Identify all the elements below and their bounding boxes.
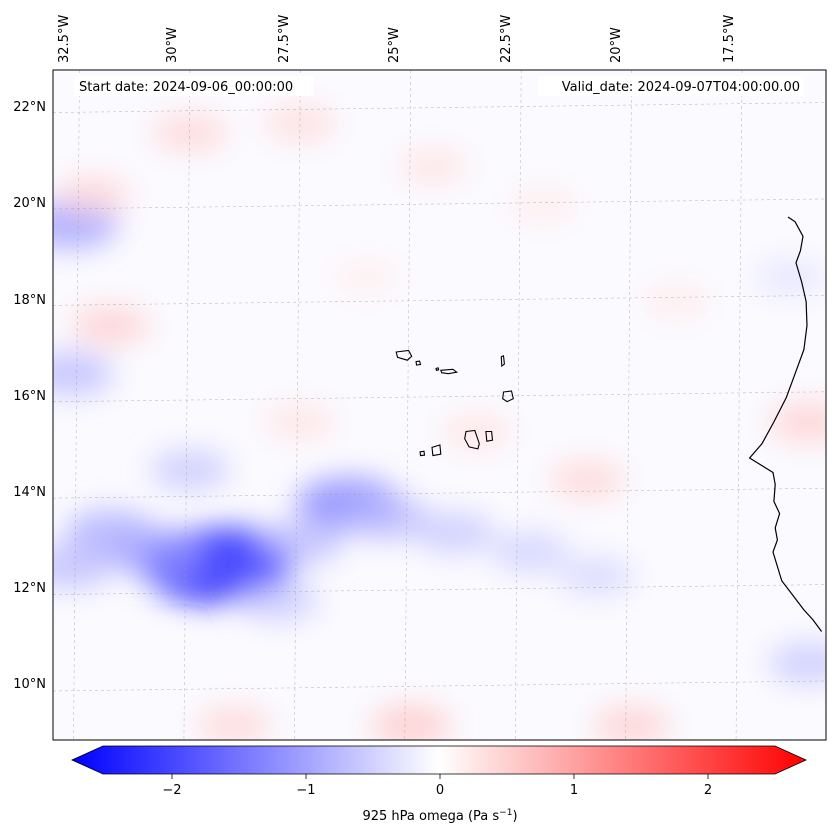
field-blob xyxy=(264,104,337,143)
island-outline xyxy=(502,390,514,403)
island-outline xyxy=(415,360,422,366)
field-blob xyxy=(414,511,495,554)
field-blob xyxy=(442,413,513,450)
island-outline xyxy=(435,367,440,371)
colorbar-gradient xyxy=(71,745,807,775)
field-blob xyxy=(152,113,228,153)
lon-tick-label: 27.5°W xyxy=(277,15,292,63)
meridian-line xyxy=(735,70,743,740)
african-coastline xyxy=(748,216,823,632)
meridian-line xyxy=(625,70,632,740)
parallel-line xyxy=(53,487,826,499)
colorbar-title-end: ) xyxy=(512,809,517,824)
lat-tick-label: 12°N xyxy=(13,581,46,596)
field-blob xyxy=(768,642,826,684)
map-plot-area xyxy=(53,70,826,740)
colorbar-ticks: −2 −1 0 1 2 xyxy=(162,774,712,798)
map-frame xyxy=(52,69,827,741)
field-blob xyxy=(592,705,671,740)
field-blob xyxy=(642,283,710,320)
field-blob xyxy=(549,460,625,500)
field-blob xyxy=(53,351,114,396)
field-blob xyxy=(265,403,336,441)
field-blob xyxy=(769,401,826,443)
valid-date-label: Valid_date: 2024-09-07T04:00:00.00 xyxy=(562,80,800,95)
field-blob xyxy=(238,579,319,622)
parallel-line xyxy=(53,295,826,306)
lon-tick-label: 25°W xyxy=(387,27,402,63)
island-outline xyxy=(419,450,426,457)
meridian-line xyxy=(183,70,191,740)
field-blob xyxy=(65,509,156,556)
field-blob xyxy=(491,531,569,573)
lat-tick-label: 20°N xyxy=(13,196,46,211)
latitude-labels: 22°N 20°N 18°N 16°N 14°N 12°N 10°N xyxy=(13,100,46,692)
field-blob xyxy=(333,259,400,295)
colorbar-tick-label: −2 xyxy=(162,783,181,798)
field-blob xyxy=(558,556,634,596)
omega-field xyxy=(53,104,826,740)
parallel-line xyxy=(53,102,826,113)
lon-tick-label: 17.5°W xyxy=(722,15,737,63)
island-outline xyxy=(485,430,494,442)
field-blob xyxy=(346,496,432,541)
island-outline xyxy=(464,429,480,450)
parallel-line xyxy=(53,198,826,210)
gridlines xyxy=(53,70,826,740)
longitude-labels: 32.5°W 30°W 27.5°W 25°W 22.5°W 20°W 17.5… xyxy=(57,15,737,63)
meridian-line xyxy=(294,70,301,740)
colorbar-tick-label: −1 xyxy=(296,783,315,798)
field-blob xyxy=(55,175,131,215)
start-date-label: Start date: 2024-09-06_00:00:00 xyxy=(79,80,293,95)
lat-tick-label: 22°N xyxy=(13,100,46,115)
parallel-line xyxy=(53,584,826,595)
lon-tick-label: 20°W xyxy=(609,27,624,63)
lat-tick-label: 16°N xyxy=(13,389,46,404)
field-blob xyxy=(370,704,451,740)
meridian-line xyxy=(514,70,522,740)
start-date-box xyxy=(74,76,314,96)
lon-tick-label: 30°W xyxy=(165,27,180,63)
colorbar: −2 −1 0 1 2 925 hPa omega (Pa s−1) xyxy=(71,745,807,824)
colorbar-title: 925 hPa omega (Pa s−1) xyxy=(362,808,517,824)
valid-date-box xyxy=(538,76,804,96)
island-outline xyxy=(440,368,459,375)
parallel-line xyxy=(53,680,826,692)
parallel-line xyxy=(53,391,826,403)
cape-verde-islands xyxy=(395,349,514,457)
island-outline xyxy=(500,354,505,368)
field-blob xyxy=(149,449,230,491)
colorbar-tick-label: 0 xyxy=(436,783,444,798)
field-blob xyxy=(196,705,272,740)
colorbar-title-main: 925 hPa omega (Pa s xyxy=(362,809,499,824)
field-blob xyxy=(53,544,114,589)
field-blob xyxy=(755,258,826,296)
lon-tick-label: 32.5°W xyxy=(57,15,72,63)
island-outline xyxy=(431,444,442,457)
island-outline xyxy=(395,349,413,361)
colorbar-title-exponent: −1 xyxy=(499,808,512,818)
meridian-line xyxy=(404,70,412,740)
lat-tick-label: 14°N xyxy=(13,485,46,500)
meridian-line xyxy=(73,70,80,740)
lat-tick-label: 10°N xyxy=(13,677,46,692)
colorbar-tick-label: 2 xyxy=(704,783,712,798)
field-blob xyxy=(509,187,578,223)
lon-tick-label: 22.5°W xyxy=(499,15,514,63)
field-blob xyxy=(397,148,468,185)
field-blob xyxy=(71,305,150,346)
field-blob xyxy=(257,520,343,565)
colorbar-tick-label: 1 xyxy=(570,783,578,798)
lat-tick-label: 18°N xyxy=(13,293,46,308)
